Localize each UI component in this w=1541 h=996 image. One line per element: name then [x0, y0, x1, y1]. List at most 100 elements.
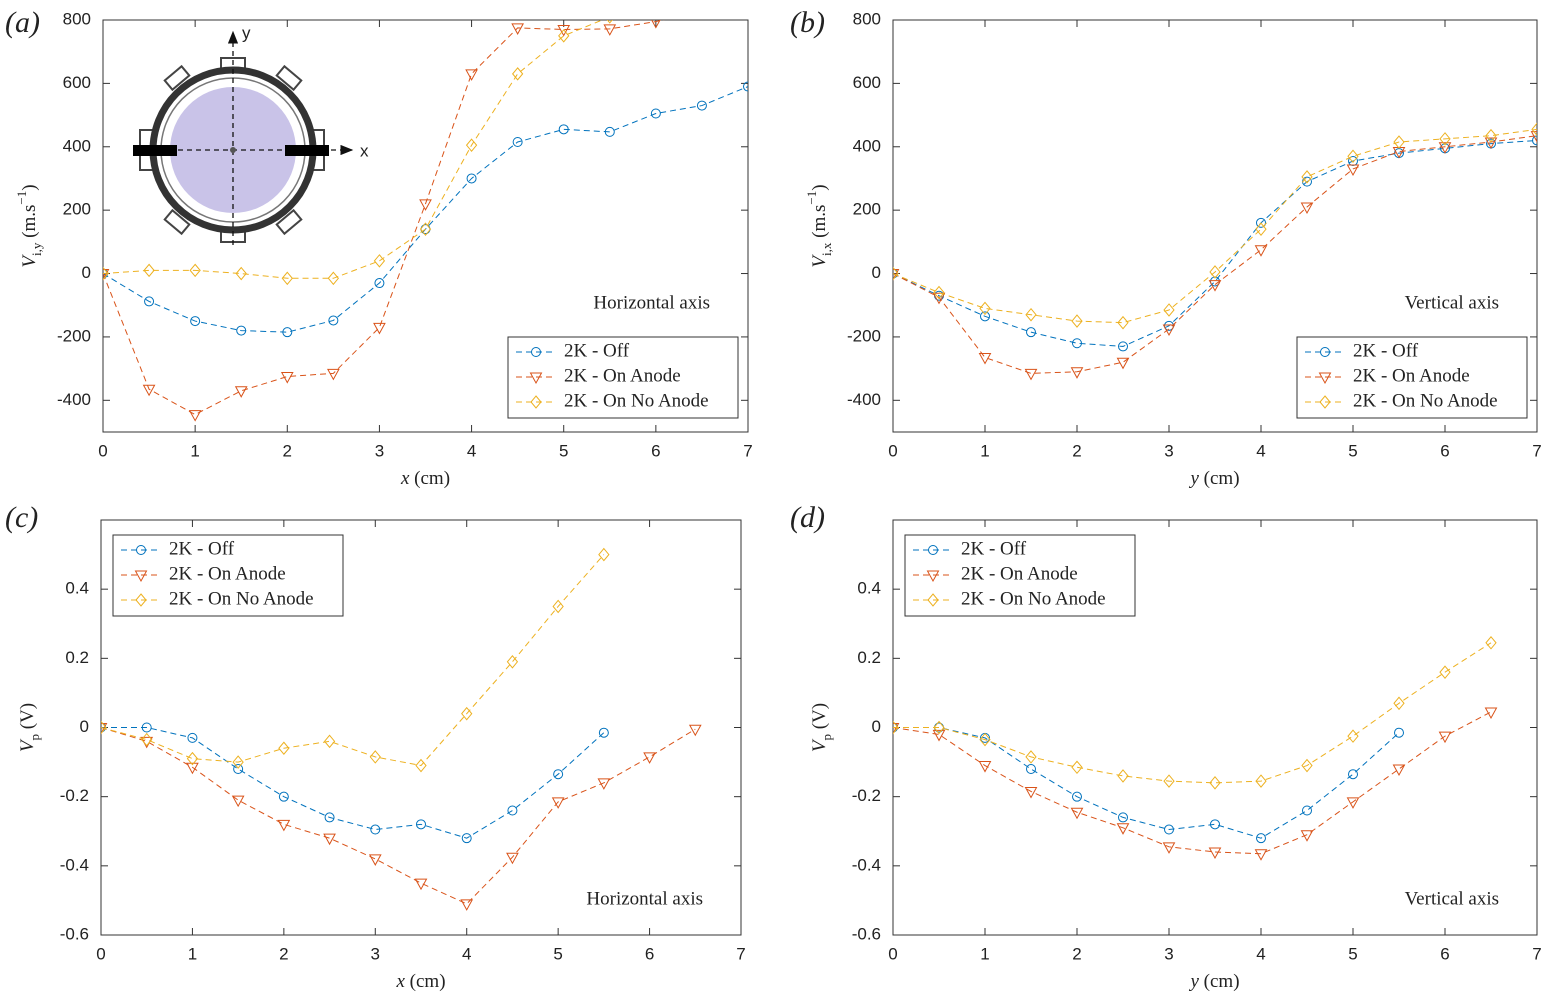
marker	[1319, 395, 1331, 409]
panel-label: (a)	[5, 6, 40, 39]
marker	[143, 263, 155, 278]
series-line	[893, 128, 1537, 324]
marker	[370, 824, 381, 835]
marker	[926, 570, 940, 583]
legend-label: 2K - On Anode	[961, 563, 1078, 584]
marker	[603, 24, 617, 36]
y-axis-label-part: p	[27, 734, 42, 741]
x-tick-label: 2	[1072, 441, 1081, 460]
y-axis-label-part: V	[809, 738, 830, 752]
marker	[101, 720, 107, 735]
marker	[1209, 265, 1221, 279]
legend-label: 2K - On No Anode	[564, 390, 709, 411]
x-axis-label-part: (cm)	[405, 971, 446, 992]
marker	[374, 278, 385, 289]
legend: 2K - Off 2K - On Anode 2K - On No Anode	[904, 534, 1136, 617]
marker	[1484, 137, 1498, 150]
marker	[323, 734, 336, 749]
marker	[688, 724, 702, 737]
x-tick-label: 0	[888, 944, 897, 963]
marker	[466, 173, 477, 184]
x-tick-label: 1	[188, 944, 197, 963]
marker	[1393, 696, 1405, 711]
marker	[368, 854, 382, 866]
marker	[1071, 314, 1083, 328]
y-tick-label: 0	[872, 717, 881, 736]
marker	[419, 222, 432, 236]
x-tick-label: 4	[1256, 441, 1265, 460]
marker	[186, 751, 199, 766]
marker	[530, 395, 542, 409]
y-axis-label-part: (V)	[17, 703, 38, 734]
marker	[327, 271, 340, 286]
marker	[373, 254, 386, 268]
marker	[1439, 665, 1451, 679]
x-tick-label: 3	[1164, 944, 1173, 963]
marker	[598, 727, 609, 738]
marker	[643, 752, 656, 764]
marker	[369, 750, 381, 764]
marker	[507, 805, 518, 816]
marker	[188, 410, 202, 422]
legend-label: 2K - Off	[564, 340, 630, 361]
marker	[743, 81, 748, 92]
y-axis-label-part: i,x	[819, 242, 834, 256]
marker	[461, 833, 472, 844]
marker	[231, 795, 245, 808]
marker	[134, 570, 148, 583]
x-axis-label-part: (cm)	[409, 468, 450, 489]
panel-label: (d)	[790, 501, 825, 534]
marker	[512, 137, 523, 148]
x-tick-label: 6	[1440, 441, 1449, 460]
y-tick-label: -0.6	[60, 924, 89, 943]
marker	[1320, 347, 1330, 357]
x-tick-label: 5	[553, 944, 562, 963]
series-line	[893, 711, 1492, 855]
marker	[1024, 786, 1038, 799]
series-line	[893, 642, 1492, 784]
marker	[1348, 156, 1358, 167]
y-tick-label: 600	[63, 73, 91, 92]
y-tick-label: -200	[847, 326, 881, 345]
marker	[1070, 807, 1084, 820]
marker	[933, 720, 945, 735]
y-tick-label: 600	[853, 73, 881, 92]
x-tick-label: 4	[467, 441, 476, 460]
panel-label: (b)	[790, 6, 825, 39]
marker	[142, 384, 156, 397]
x-tick-label: 3	[371, 944, 380, 963]
marker	[979, 732, 991, 747]
marker	[979, 301, 991, 316]
marker	[416, 819, 426, 830]
marker	[281, 271, 293, 286]
marker	[103, 266, 109, 281]
y-axis-label-part: (m.s	[809, 205, 830, 243]
x-tick-label: 5	[559, 441, 568, 460]
marker	[465, 138, 478, 152]
marker	[1118, 341, 1128, 352]
x-tick-label: 5	[1348, 441, 1357, 460]
marker	[277, 819, 291, 832]
marker	[1439, 132, 1451, 146]
x-tick-label: 5	[1348, 944, 1357, 963]
marker	[1530, 131, 1537, 143]
marker	[558, 29, 570, 43]
series-line	[101, 554, 605, 767]
marker	[980, 311, 990, 322]
y-tick-label: -400	[57, 390, 91, 409]
marker	[1116, 357, 1130, 370]
marker	[557, 25, 571, 37]
y-axis-label: Vi,x (m.s−1)	[804, 184, 834, 267]
marker	[1347, 729, 1359, 743]
marker	[1163, 303, 1175, 317]
y-axis-label-part: )	[19, 184, 40, 190]
marker	[1164, 824, 1174, 835]
x-tick-label: 3	[1164, 441, 1173, 460]
marker	[743, 0, 754, 7]
marker	[282, 327, 293, 338]
marker	[553, 769, 564, 780]
marker	[236, 325, 247, 336]
x-axis-label: y (cm)	[1188, 971, 1239, 992]
y-tick-label: -200	[57, 326, 91, 345]
marker	[235, 266, 247, 281]
